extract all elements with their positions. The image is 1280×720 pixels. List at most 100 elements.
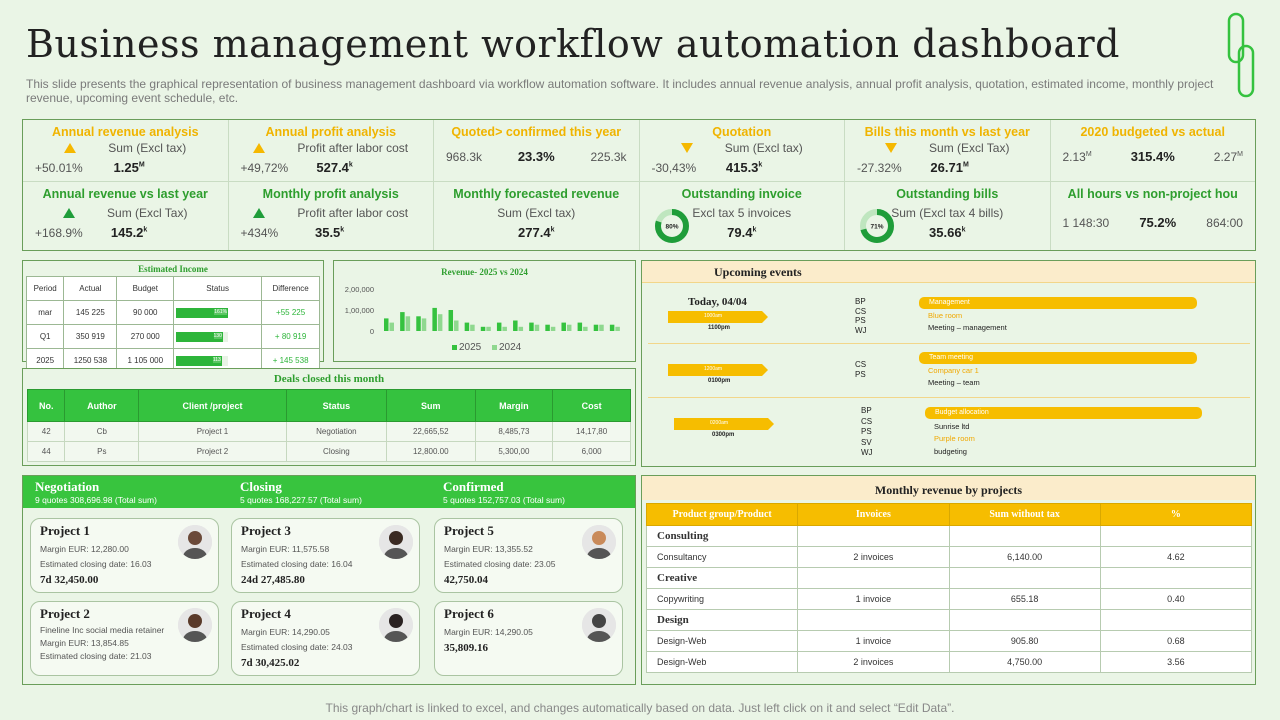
- project-detail: Margin EUR: 13,355.52: [444, 544, 533, 554]
- deals-title: Deals closed this month: [273, 373, 385, 385]
- column-header: Sum without tax: [948, 503, 1101, 526]
- table-cell: Negotiation: [285, 421, 388, 442]
- bar-2025: [561, 322, 566, 331]
- event-description: Meeting – team: [928, 378, 980, 387]
- project-card[interactable]: Project 3 Margin EUR: 11,575.58 Estimated …: [231, 518, 420, 593]
- kpi-change: +50.01%: [35, 160, 83, 175]
- kpi-top-3: Quotation Sum (Excl tax) -30,43% 415.3k: [640, 120, 845, 181]
- kpi-value-number: 35.5: [314, 225, 341, 240]
- stage-name: Confirmed: [443, 479, 504, 494]
- project-card[interactable]: Project 4 Margin EUR: 14,290.05 Estimated …: [231, 601, 420, 676]
- triangle-up-yellow-icon: [64, 143, 77, 153]
- column-header: Status: [173, 276, 263, 301]
- project-detail: Estimated closing date: 16.03: [40, 559, 152, 569]
- kpi-change: +49,72%: [240, 160, 289, 175]
- event-block[interactable]: 1000am 1100pm BP CS PS WJ Management Blue room M…: [648, 289, 1250, 341]
- bar-2025: [545, 324, 550, 331]
- event-bar: Management: [919, 297, 1197, 309]
- kpi-values: 968.3k 23.3% 225.3k: [442, 149, 631, 164]
- kpi-sub-row: Sum (Excl Tax): [31, 206, 220, 220]
- event-participants: CS PS: [855, 360, 866, 379]
- project-card[interactable]: Project 1 Margin EUR: 12,280.00 Estimated …: [30, 518, 219, 593]
- column-header: Invoices: [797, 503, 950, 526]
- kpi-value-unit: k: [550, 226, 555, 234]
- events-title: Upcoming events: [714, 265, 802, 279]
- legend-swatch: [452, 345, 457, 350]
- kpi-title: All hours vs non-project hou: [1067, 187, 1238, 201]
- bar-2024: [486, 326, 491, 331]
- project-card[interactable]: Project 2 Fineline Inc social media retai…: [30, 601, 219, 676]
- project-name: Project 6: [444, 606, 494, 621]
- kpi-title: Outstanding invoice: [681, 187, 802, 201]
- kpi-value-unit: k: [348, 161, 353, 169]
- project-name: Project 3: [241, 523, 291, 538]
- project-detail: Margin EUR: 14,290.05: [444, 627, 533, 637]
- event-description: Meeting – management: [928, 323, 1007, 332]
- table-row: Copywriting 1 invoice 655.18 0.40: [645, 588, 1253, 610]
- kpi-values: -30,43% 415.3k: [648, 160, 837, 175]
- bar-2025: [480, 326, 486, 331]
- kpi-values: -27.32% 26.71M: [853, 160, 1042, 175]
- project-detail: Margin EUR: 14,290.05: [241, 627, 330, 637]
- event-block[interactable]: 0200am 0300pm BP CS PS SV WJ Budget allocation S…: [648, 397, 1250, 461]
- kpi-subtitle: Sum (Excl Tax): [107, 206, 188, 220]
- project-detail: Estimated closing date: 23.05: [444, 559, 556, 569]
- event-start-time: 1200am: [704, 366, 723, 372]
- kpi-title: Annual revenue analysis: [51, 125, 199, 139]
- project-name: Project 4: [241, 606, 291, 621]
- table-row: Consultancy 2 invoices 6,140.00 4.62: [645, 546, 1253, 568]
- participant-initials: WJ: [855, 325, 867, 335]
- triangle-down-yellow-icon: [885, 143, 898, 153]
- avatar: [379, 608, 413, 642]
- status-bar-label: 130: [213, 332, 222, 339]
- kpi-value-number: 1.25: [113, 160, 139, 175]
- estimated-income-title: Estimated Income: [138, 264, 208, 274]
- period-cell: Q1: [25, 324, 65, 349]
- column-header: Author: [64, 389, 140, 422]
- period-cell: mar: [25, 300, 65, 325]
- project-card[interactable]: Project 6 Margin EUR: 14,290.05 35,809.16: [434, 601, 623, 676]
- participant-initials: CS: [855, 360, 867, 369]
- column-header: %: [1099, 503, 1253, 526]
- participant-initials: BP: [861, 406, 872, 415]
- kpi-sub-row: Sum (Excl Tax): [853, 141, 1042, 155]
- table-row: Design-Web 1 invoice 905.80 0.68: [645, 630, 1253, 652]
- stage-summary: 5 quotes 152,757.03 (Total sum): [443, 495, 565, 505]
- event-block[interactable]: 1200am 0100pm CS PS Team meeting Company car …: [648, 343, 1250, 395]
- status-cell: 161%: [173, 300, 263, 325]
- bar-2024: [389, 322, 394, 331]
- event-end-time: 1100pm: [708, 325, 731, 331]
- difference-cell: +55 225: [261, 300, 320, 325]
- monthly-revenue-table: Product group/Product Invoices Sum without…: [645, 503, 1253, 673]
- status-bar-fill: 130: [176, 331, 223, 342]
- percent-cell: 0.68: [1099, 630, 1253, 652]
- table-cell: 42: [26, 421, 66, 442]
- participant-initials: BP: [855, 297, 866, 306]
- bar-2024: [550, 326, 556, 331]
- bar-2025: [593, 324, 599, 331]
- kpi-value-number: 145.2: [110, 225, 144, 240]
- y-tick-label: 1,00,000: [345, 306, 374, 315]
- percent-cell: 4.62: [1099, 546, 1253, 568]
- status-bar-fill: 161%: [176, 307, 229, 318]
- kpi-subtitle: Profit after labor cost: [297, 206, 409, 220]
- event-category: Team meeting: [929, 354, 973, 361]
- event-start-time: 0200am: [710, 420, 729, 426]
- participant-initials: CS: [861, 416, 873, 426]
- event-location: Blue room: [928, 311, 963, 320]
- event-location: Company car 1: [928, 366, 979, 375]
- kpi-values: 277.4k: [442, 225, 631, 240]
- event-bar: Team meeting: [919, 352, 1197, 364]
- percent-cell: 0.40: [1099, 588, 1253, 610]
- deals-panel: Deals closed this month No. Author Client …: [22, 368, 636, 466]
- event-end-time: 0300pm: [712, 432, 735, 438]
- project-card[interactable]: Project 5 Margin EUR: 13,355.52 Estimated …: [434, 518, 623, 593]
- time-arrow: 1000am: [668, 311, 768, 323]
- events-today: Today, 04/04: [688, 296, 747, 308]
- project-detail: Estimated closing date: 21.03: [40, 651, 152, 661]
- kpi-bottom-2: Monthly forecasted revenue Sum (Excl tax)…: [434, 182, 640, 250]
- bar-2025: [448, 310, 454, 331]
- column-header: Sum: [386, 389, 476, 422]
- table-cell: 6,000: [552, 441, 631, 462]
- kpi-bottom-4: Outstanding bills Sum (Excl tax 4 bills) 7…: [845, 182, 1051, 250]
